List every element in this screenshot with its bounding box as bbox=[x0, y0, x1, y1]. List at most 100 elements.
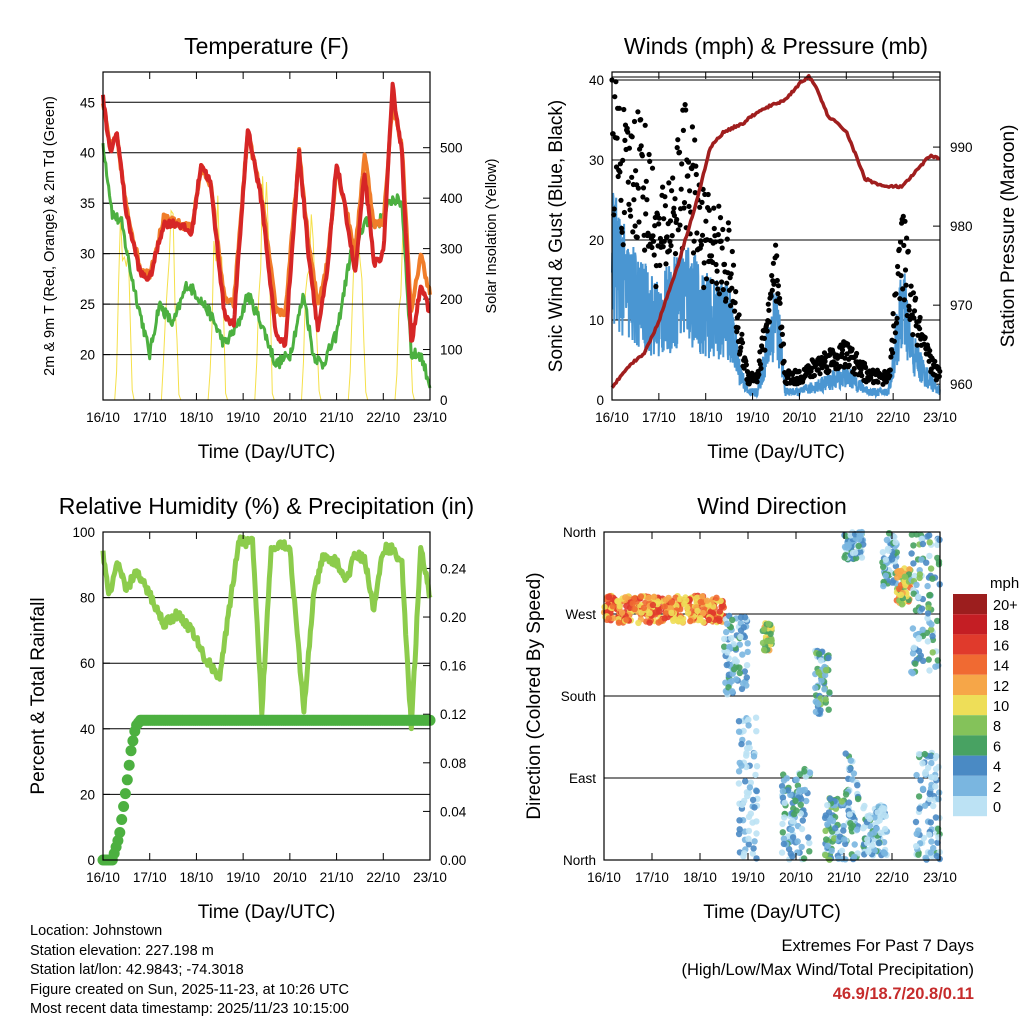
direction-point bbox=[908, 550, 915, 557]
direction-point bbox=[780, 835, 788, 842]
direction-point bbox=[930, 802, 937, 810]
gust-point bbox=[661, 238, 667, 244]
legend-label: 8 bbox=[993, 719, 1001, 735]
gust-point bbox=[796, 368, 802, 374]
direction-point bbox=[609, 603, 616, 610]
direction-point bbox=[654, 598, 661, 605]
y-tick-label: South bbox=[561, 689, 596, 704]
x-tick-label: 20/10 bbox=[779, 870, 813, 885]
x-tick-label: 18/10 bbox=[689, 410, 723, 425]
direction-point bbox=[913, 830, 920, 838]
gust-point bbox=[677, 222, 683, 228]
direction-point bbox=[933, 752, 940, 760]
direction-point bbox=[882, 556, 889, 563]
y-axis-label: 2m & 9m T (Red, Orange) & 2m Td (Green) bbox=[42, 96, 58, 376]
gust-point bbox=[910, 332, 916, 338]
y2-tick-label: 500 bbox=[440, 141, 463, 156]
direction-point bbox=[928, 621, 935, 628]
temp-2m-line bbox=[101, 81, 432, 348]
insolation-line bbox=[103, 176, 430, 401]
gust-point bbox=[936, 373, 942, 379]
y-tick-label: 0 bbox=[87, 853, 95, 868]
legend-swatch bbox=[953, 755, 987, 776]
gust-point bbox=[631, 197, 637, 203]
temp-9m-line bbox=[101, 97, 432, 318]
direction-point bbox=[815, 650, 823, 658]
gust-point bbox=[887, 373, 893, 379]
gust-point bbox=[686, 203, 692, 209]
direction-point bbox=[676, 595, 684, 603]
direction-point bbox=[910, 542, 917, 549]
gust-point bbox=[694, 230, 700, 236]
direction-point bbox=[605, 615, 613, 622]
direction-point bbox=[842, 791, 850, 798]
gust-point bbox=[662, 203, 669, 209]
direction-point bbox=[838, 847, 846, 854]
x-axis-label: Time (Day/UTC) bbox=[707, 442, 845, 463]
gust-point bbox=[709, 278, 715, 285]
x-tick-label: 19/10 bbox=[736, 410, 770, 425]
legend-swatch bbox=[953, 715, 987, 736]
direction-point bbox=[826, 689, 833, 696]
gust-point bbox=[890, 311, 896, 317]
gust-point bbox=[733, 289, 739, 295]
direction-point bbox=[860, 805, 867, 812]
direction-point bbox=[684, 609, 692, 617]
gust-point bbox=[839, 347, 846, 353]
gust-point bbox=[616, 105, 622, 111]
gust-point bbox=[715, 286, 721, 292]
direction-point bbox=[721, 643, 728, 650]
y2-tick-label: 0.04 bbox=[440, 804, 467, 819]
direction-point bbox=[735, 780, 743, 787]
y-tick-label: 30 bbox=[589, 153, 604, 168]
y2-tick-label: 0.12 bbox=[440, 707, 466, 722]
gust-point bbox=[892, 330, 899, 336]
gust-point bbox=[902, 218, 908, 224]
legend-swatch bbox=[953, 796, 987, 817]
gust-point bbox=[698, 242, 705, 248]
gust-point bbox=[674, 145, 680, 151]
direction-point bbox=[849, 776, 856, 783]
gust-point bbox=[699, 199, 705, 205]
direction-point bbox=[723, 689, 731, 696]
gust-point bbox=[725, 220, 732, 226]
direction-point bbox=[915, 635, 923, 642]
direction-point bbox=[750, 845, 757, 852]
gust-point bbox=[705, 191, 711, 198]
direction-point bbox=[738, 740, 745, 748]
direction-point bbox=[927, 849, 934, 856]
gust-point bbox=[875, 379, 881, 385]
gust-point bbox=[915, 332, 921, 338]
gust-point bbox=[777, 295, 783, 301]
gust-point bbox=[639, 153, 646, 159]
gust-point bbox=[621, 106, 627, 113]
direction-point bbox=[618, 609, 626, 616]
y-tick-label: West bbox=[565, 607, 596, 622]
direction-point bbox=[854, 826, 861, 833]
gust-point bbox=[638, 143, 644, 149]
direction-point bbox=[753, 763, 761, 770]
direction-point bbox=[821, 686, 828, 693]
gust-point bbox=[739, 340, 746, 346]
direction-point bbox=[745, 835, 752, 842]
gust-point bbox=[667, 218, 674, 224]
precip-point bbox=[121, 774, 133, 786]
direction-point bbox=[822, 827, 829, 834]
gust-point bbox=[719, 279, 725, 285]
direction-point bbox=[735, 718, 743, 725]
gust-point bbox=[671, 212, 678, 219]
direction-point bbox=[805, 834, 812, 841]
direction-point bbox=[778, 783, 786, 790]
gust-point bbox=[906, 303, 912, 309]
legend-label: 16 bbox=[993, 638, 1009, 654]
direction-point bbox=[736, 826, 743, 833]
gust-point bbox=[689, 124, 696, 130]
direction-point bbox=[662, 596, 669, 603]
gust-point bbox=[635, 185, 642, 191]
direction-point bbox=[856, 532, 863, 540]
direction-point bbox=[650, 593, 658, 600]
direction-point bbox=[635, 619, 642, 627]
direction-point bbox=[649, 601, 657, 609]
y-tick-label: East bbox=[569, 771, 596, 786]
x-tick-label: 22/10 bbox=[875, 870, 909, 885]
